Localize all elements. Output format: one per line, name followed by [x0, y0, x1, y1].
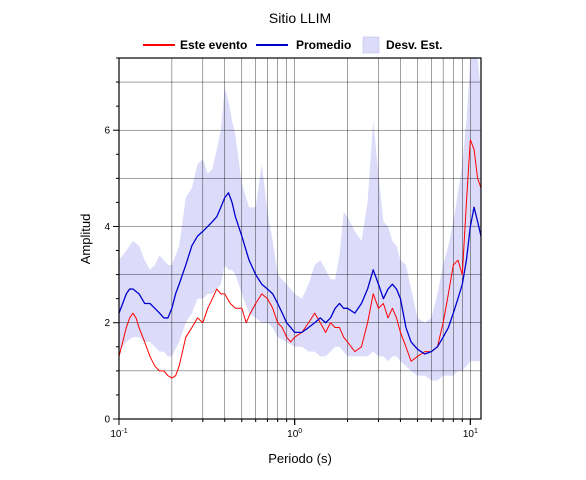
y-tick-label: 0 — [104, 415, 110, 426]
std-band-area — [119, 58, 481, 381]
y-axis-label: Amplitud — [78, 214, 93, 265]
legend-label: Desv. Est. — [386, 38, 442, 52]
series-line — [118, 139, 482, 379]
series-layer — [118, 139, 482, 379]
legend-label: Promedio — [296, 38, 351, 52]
y-tick-label: 2 — [104, 318, 110, 329]
series-line — [118, 192, 482, 355]
x-axis-label: Periodo (s) — [268, 451, 332, 466]
chart-title: Sitio LLIM — [269, 10, 331, 26]
x-tick-label: 10-1 — [110, 428, 127, 440]
title-group: Sitio LLIM — [269, 10, 331, 26]
legend-swatch — [362, 36, 380, 54]
axes-layer: 0 2 4 6 10-1 100 101 — [104, 57, 482, 440]
plot-frame — [118, 57, 482, 420]
y-tick-label: 6 — [104, 126, 110, 137]
x-tick-label: 100 — [287, 428, 302, 440]
x-tick-label: 101 — [463, 428, 478, 440]
grid-layer — [119, 58, 481, 419]
y-tick-label: 4 — [104, 222, 110, 233]
legend: Este evento Promedio Desv. Est. — [143, 36, 442, 54]
std-band-layer — [119, 58, 481, 381]
legend-label: Este evento — [180, 38, 247, 52]
